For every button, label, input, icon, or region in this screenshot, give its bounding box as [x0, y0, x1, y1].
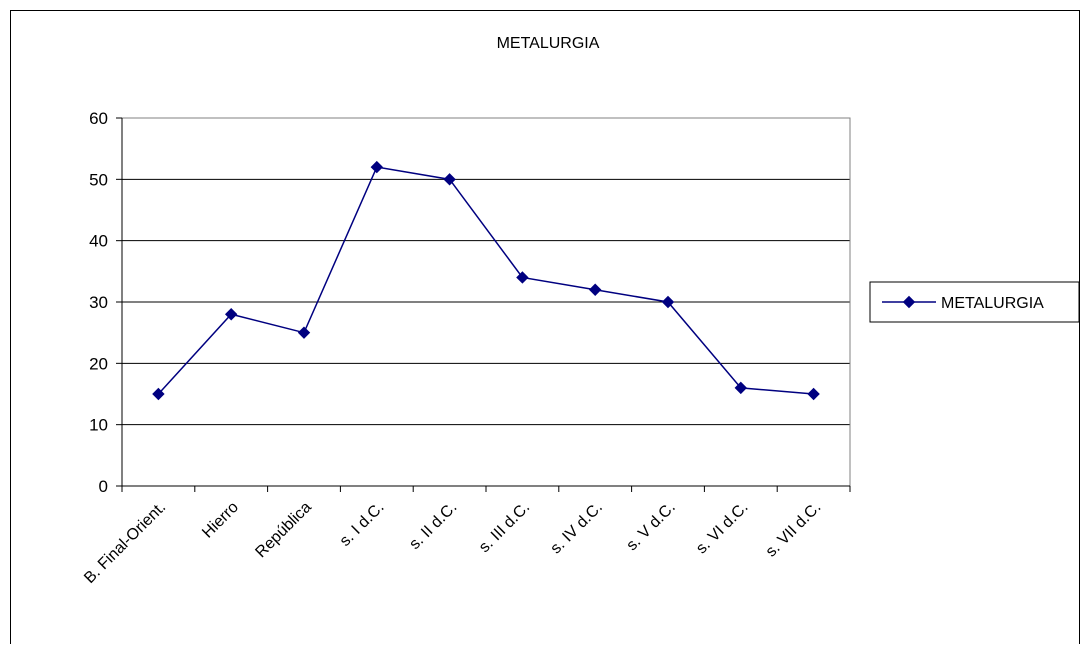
- y-tick-label: 60: [89, 109, 108, 128]
- legend: METALURGIA: [869, 281, 1080, 323]
- series-line: [157, 166, 814, 395]
- data-point: [443, 173, 456, 186]
- legend-label: METALURGIA: [941, 295, 1044, 312]
- x-tick-label: República: [252, 499, 314, 561]
- y-tick-labels: 0 10 20 30 40 50 60: [89, 109, 108, 496]
- data-point: [152, 387, 165, 401]
- x-tick-label: s. II d.C.: [406, 499, 460, 553]
- x-tick-label: B. Final-Orient.: [81, 499, 169, 587]
- series-metalurgia: [152, 160, 820, 401]
- x-tick-label: s. V d.C.: [623, 499, 678, 554]
- x-tick-label: s. VII d.C.: [763, 499, 825, 561]
- data-point: [370, 160, 384, 174]
- gridlines: [122, 117, 850, 426]
- y-tick-label: 50: [89, 170, 108, 189]
- legend-marker-icon: [902, 295, 916, 309]
- data-point: [807, 387, 820, 401]
- x-tick-label: s. I d.C.: [337, 499, 388, 550]
- axes: [116, 117, 851, 492]
- y-tick-label: 40: [89, 232, 108, 251]
- y-tick-label: 0: [99, 477, 108, 496]
- y-tick-label: 30: [89, 293, 108, 312]
- x-tick-label: s. IV d.C.: [547, 499, 606, 558]
- x-tick-labels: B. Final-Orient. Hierro República s. I d.C.…: [81, 499, 824, 587]
- data-point: [588, 283, 602, 296]
- data-point: [297, 326, 311, 339]
- x-tick-label: s. VI d.C.: [693, 499, 752, 558]
- data-point: [224, 308, 238, 321]
- data-point: [734, 381, 748, 395]
- x-tick-label: s. III d.C.: [476, 499, 533, 556]
- data-point: [661, 295, 675, 309]
- chart-frame: [10, 10, 1080, 644]
- data-point: [516, 271, 529, 284]
- chart-title: METALURGIA: [497, 35, 600, 52]
- y-tick-label: 10: [89, 416, 108, 435]
- y-tick-label: 20: [89, 354, 108, 373]
- x-tick-label: Hierro: [199, 499, 242, 542]
